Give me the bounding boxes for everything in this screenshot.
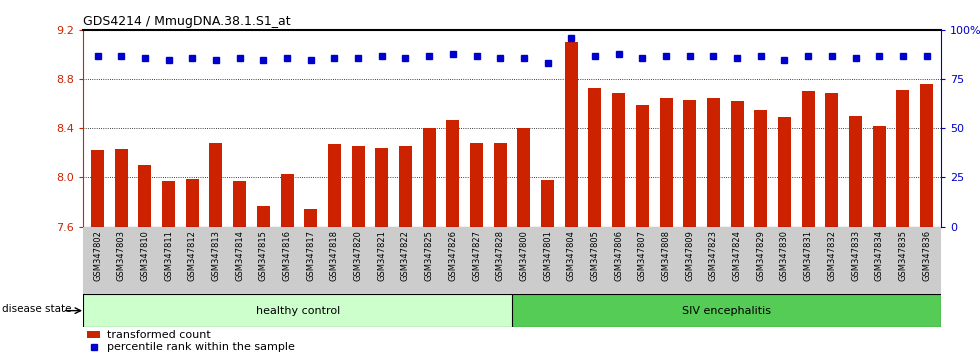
Text: GSM347814: GSM347814 — [235, 230, 244, 281]
Bar — [755, 110, 767, 227]
Bar — [849, 116, 862, 227]
Text: GSM347804: GSM347804 — [566, 230, 576, 281]
Text: GSM347817: GSM347817 — [306, 230, 316, 281]
Text: GSM347835: GSM347835 — [899, 230, 907, 281]
Text: GSM347816: GSM347816 — [282, 230, 291, 281]
Bar — [91, 150, 104, 227]
Text: SIV encephalitis: SIV encephalitis — [682, 306, 771, 316]
Text: GSM347834: GSM347834 — [875, 230, 884, 281]
Text: transformed count: transformed count — [108, 330, 211, 340]
Bar — [541, 180, 554, 227]
Text: GSM347836: GSM347836 — [922, 230, 931, 281]
Bar — [304, 209, 318, 227]
Bar — [897, 90, 909, 227]
Text: GSM347822: GSM347822 — [401, 230, 410, 281]
Bar — [83, 294, 512, 327]
Text: GSM347824: GSM347824 — [733, 230, 742, 281]
Text: GSM347825: GSM347825 — [424, 230, 433, 281]
Bar — [162, 181, 175, 227]
Text: GSM347803: GSM347803 — [117, 230, 125, 281]
Text: GSM347826: GSM347826 — [448, 230, 458, 281]
Text: GSM347810: GSM347810 — [140, 230, 149, 281]
Bar — [588, 88, 602, 227]
Text: GSM347800: GSM347800 — [519, 230, 528, 281]
Text: GSM347813: GSM347813 — [212, 230, 220, 281]
Text: GSM347830: GSM347830 — [780, 230, 789, 281]
Bar — [494, 143, 507, 227]
Bar — [470, 143, 483, 227]
Bar — [512, 294, 941, 327]
Bar — [920, 84, 933, 227]
Bar — [636, 105, 649, 227]
Text: GSM347820: GSM347820 — [354, 230, 363, 281]
Bar — [802, 91, 814, 227]
Text: GSM347815: GSM347815 — [259, 230, 268, 281]
Text: GSM347812: GSM347812 — [188, 230, 197, 281]
Bar — [446, 120, 460, 227]
Text: GSM347818: GSM347818 — [330, 230, 339, 281]
Bar — [115, 149, 127, 227]
Text: GSM347808: GSM347808 — [662, 230, 670, 281]
Text: GSM347827: GSM347827 — [472, 230, 481, 281]
Text: percentile rank within the sample: percentile rank within the sample — [108, 342, 295, 352]
Bar — [707, 98, 720, 227]
Bar — [660, 98, 672, 227]
Bar — [186, 179, 199, 227]
Bar — [375, 148, 388, 227]
Bar — [257, 206, 270, 227]
Bar — [683, 100, 696, 227]
Bar — [778, 117, 791, 227]
Bar — [730, 101, 744, 227]
Bar — [233, 181, 246, 227]
Bar — [83, 227, 941, 294]
Bar — [352, 145, 365, 227]
Text: GSM347811: GSM347811 — [164, 230, 173, 281]
Text: GSM347801: GSM347801 — [543, 230, 552, 281]
Bar — [564, 42, 578, 227]
Bar — [825, 93, 838, 227]
Bar — [87, 331, 101, 338]
Bar — [422, 128, 436, 227]
Text: GDS4214 / MmugDNA.38.1.S1_at: GDS4214 / MmugDNA.38.1.S1_at — [83, 15, 291, 28]
Bar — [138, 165, 151, 227]
Bar — [873, 126, 886, 227]
Bar — [612, 93, 625, 227]
Text: GSM347806: GSM347806 — [614, 230, 623, 281]
Bar — [328, 144, 341, 227]
Text: GSM347828: GSM347828 — [496, 230, 505, 281]
Text: GSM347802: GSM347802 — [93, 230, 102, 281]
Text: GSM347807: GSM347807 — [638, 230, 647, 281]
Bar — [210, 143, 222, 227]
Bar — [280, 174, 294, 227]
Text: GSM347823: GSM347823 — [709, 230, 718, 281]
Text: GSM347809: GSM347809 — [685, 230, 694, 281]
Text: GSM347831: GSM347831 — [804, 230, 812, 281]
Text: disease state: disease state — [2, 304, 72, 314]
Text: GSM347833: GSM347833 — [851, 230, 860, 281]
Text: GSM347832: GSM347832 — [827, 230, 836, 281]
Text: GSM347829: GSM347829 — [757, 230, 765, 281]
Bar — [517, 128, 530, 227]
Text: GSM347821: GSM347821 — [377, 230, 386, 281]
Text: healthy control: healthy control — [256, 306, 340, 316]
Bar — [399, 145, 412, 227]
Text: GSM347805: GSM347805 — [591, 230, 600, 281]
